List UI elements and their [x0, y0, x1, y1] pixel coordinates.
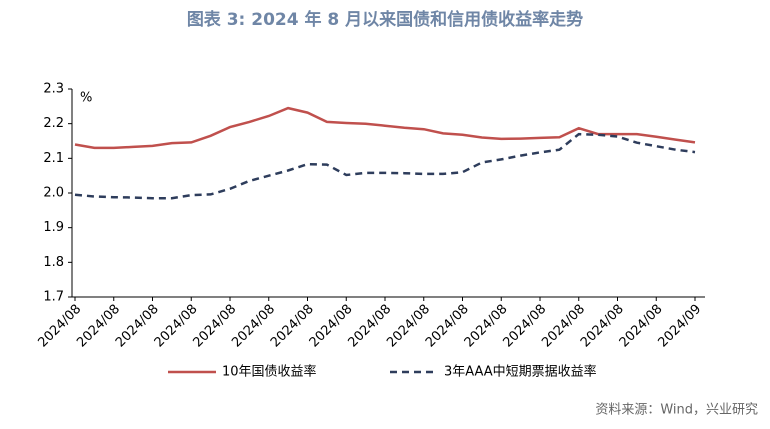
source: 资料来源：Wind，兴业研究	[595, 403, 758, 418]
series-line	[74, 106, 696, 150]
y-tick-label: 2.2	[43, 116, 64, 131]
y-tick-label: 2.0	[43, 186, 64, 201]
y-tick-label: 1.7	[43, 290, 64, 305]
y-tick-label: 1.8	[43, 255, 64, 270]
y-tick-label: 1.9	[43, 220, 64, 235]
y-tick-label: 2.3	[43, 82, 64, 97]
legend-label: 10年国债收益率	[222, 364, 317, 380]
y-axis-unit: %	[80, 91, 92, 106]
series-line	[74, 132, 696, 200]
y-tick-label: 2.1	[43, 151, 64, 166]
chart-title: 图表 3: 2024 年 8 月以来国债和信用债收益率走势	[187, 9, 583, 30]
x-tick-label: 2024/09	[656, 302, 705, 351]
legend-label: 3年AAA中短期票据收益率	[444, 364, 597, 380]
